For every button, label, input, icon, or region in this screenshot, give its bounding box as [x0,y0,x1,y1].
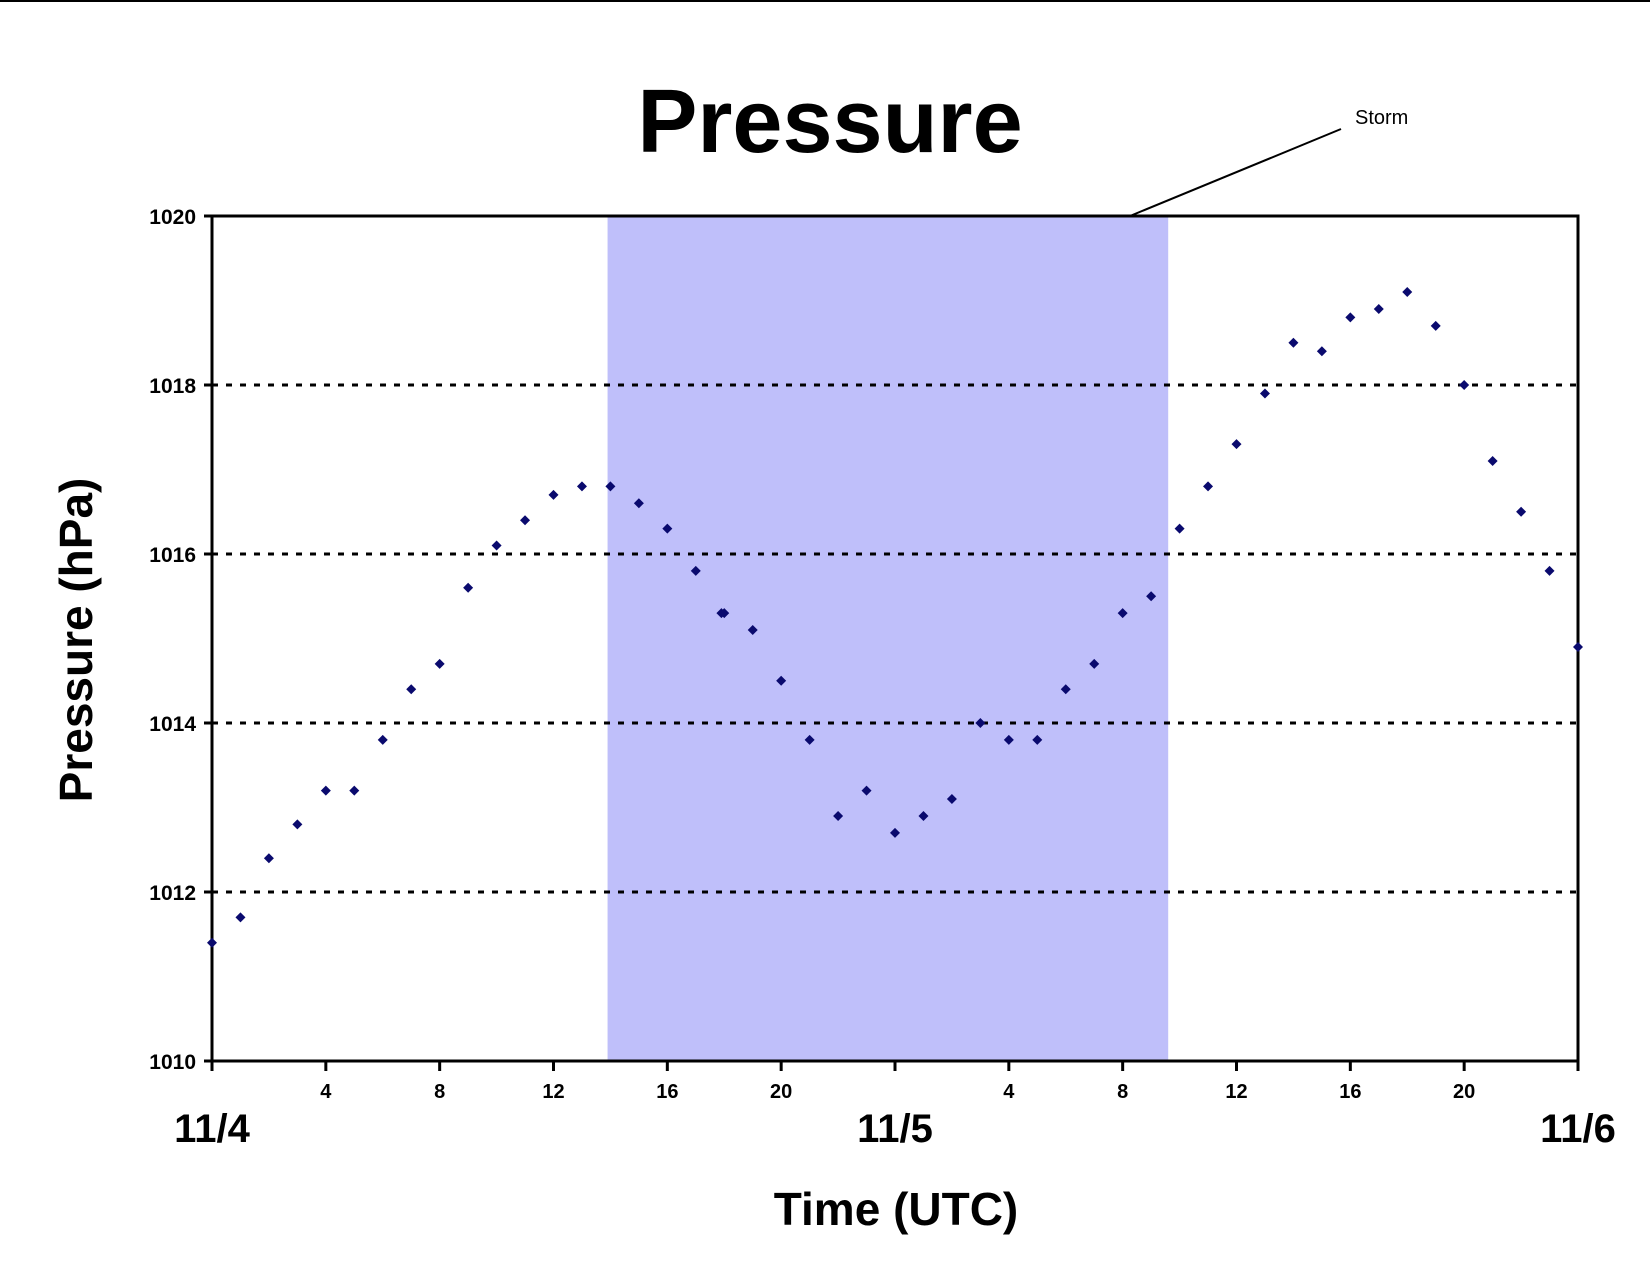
data-point [1174,523,1185,534]
data-point [1089,658,1100,669]
data-point [1117,608,1128,619]
y-tick-label: 1016 [149,544,196,567]
data-point [804,734,815,745]
data-point [1146,591,1157,602]
data-point [349,785,360,796]
y-tick-label: 1014 [149,713,196,736]
day-label: 11/5 [857,1107,933,1151]
data-point [1032,734,1043,745]
data-point [890,827,900,838]
storm-shaded-region [607,216,1169,1061]
x-tick-label: 16 [1339,1081,1361,1103]
data-point [1516,506,1527,517]
storm-annotation: Storm [1129,107,1408,217]
data-point [548,489,559,500]
data-point [576,481,587,492]
storm-region-rect [607,216,1169,1061]
y-tick-label: 1012 [149,882,196,905]
data-point [833,810,844,821]
y-tick-label: 1020 [149,206,196,229]
data-point [1259,388,1270,399]
data-point [235,912,246,923]
x-tick-label: 16 [656,1081,678,1103]
x-axis-ticks: 4 8 12 16 20 4 8 12 16 20 11/4 11/5 11/6 [174,1061,1616,1151]
x-tick-label: 20 [770,1081,792,1103]
data-point [1288,337,1299,348]
data-point [719,608,730,619]
data-points [207,287,1583,948]
x-tick-label: 12 [1225,1081,1247,1103]
data-point [946,794,957,805]
data-point [491,540,502,551]
data-point [463,582,474,593]
y-tick-label: 1010 [149,1051,196,1074]
data-point [918,810,929,821]
data-point [377,734,388,745]
data-point [1231,439,1242,450]
storm-label: Storm [1355,107,1408,129]
data-point [1459,380,1470,390]
chart-title: Pressure [637,72,1022,172]
y-axis-ticks: 1010 1012 1014 1016 1018 1020 [149,206,212,1074]
data-point [1345,312,1356,323]
data-point [434,658,445,669]
data-point [1060,684,1071,695]
y-axis-label: Pressure (hPa) [50,478,102,803]
data-point [975,718,986,728]
y-tick-label: 1018 [149,375,196,398]
data-point [520,515,531,526]
x-tick-label: 4 [320,1081,332,1103]
data-point [776,675,787,686]
data-point [320,785,331,796]
x-tick-label: 8 [1117,1081,1128,1103]
gridlines [212,383,1578,894]
storm-leader-line [1129,128,1342,217]
day-label: 11/4 [174,1107,250,1151]
data-point [662,523,673,534]
x-axis-label: Time (UTC) [774,1183,1019,1235]
data-point [292,819,303,830]
data-point [207,937,217,948]
data-point [1203,481,1214,492]
data-point [747,625,758,636]
data-point [1430,320,1441,331]
data-point [1003,734,1014,745]
x-tick-label: 4 [1003,1081,1015,1103]
data-point [406,684,417,695]
day-label: 11/6 [1540,1107,1616,1151]
x-tick-label: 8 [434,1081,445,1103]
x-tick-label: 12 [542,1081,564,1103]
data-point [263,853,274,864]
data-point [1544,565,1555,576]
data-point [1487,456,1498,467]
data-point [690,565,701,576]
x-tick-label: 20 [1453,1081,1475,1103]
data-point [605,481,616,492]
data-point [1573,641,1583,652]
data-point [1402,287,1413,298]
data-point [1316,346,1327,357]
data-point [861,785,872,796]
data-point [1373,303,1384,314]
data-point [633,498,644,509]
